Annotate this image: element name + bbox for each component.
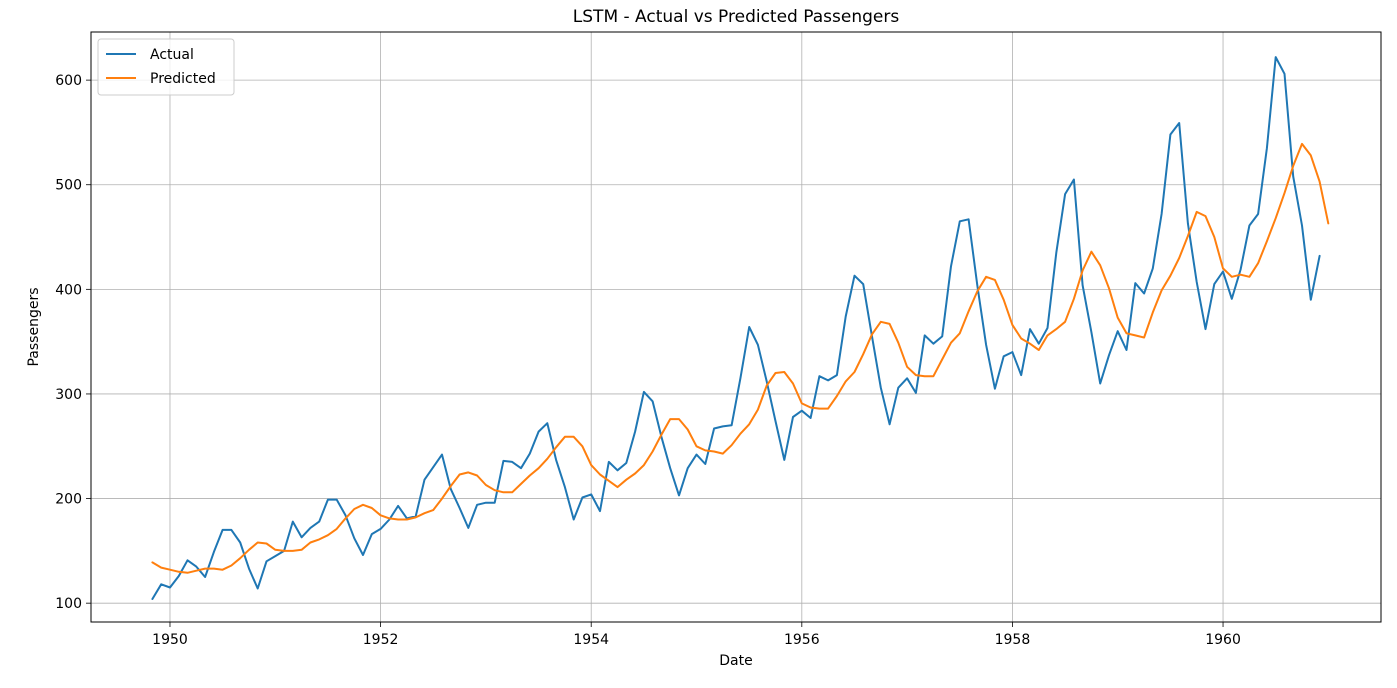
- series-line-predicted: [151, 142, 1330, 574]
- y-axis-label: Passengers: [26, 287, 42, 366]
- series-line-actual: [151, 56, 1321, 600]
- x-tick-label: 1958: [995, 632, 1031, 648]
- y-tick-label: 500: [55, 178, 82, 194]
- legend-label-actual: Actual: [150, 47, 194, 63]
- y-tick-label: 400: [55, 282, 82, 298]
- axis-ticks: 1950 1952 1954 1956 1958 1960 100 200 300 400 500 6…: [55, 73, 1241, 648]
- series-lines: [151, 56, 1330, 600]
- chart-title: LSTM - Actual vs Predicted Passengers: [573, 7, 900, 27]
- x-tick-label: 1954: [573, 632, 609, 648]
- x-tick-label: 1952: [363, 632, 399, 648]
- y-tick-label: 200: [55, 492, 82, 508]
- x-tick-label: 1960: [1205, 632, 1241, 648]
- y-tick-label: 600: [55, 73, 82, 89]
- plot-frame: [90, 31, 1382, 623]
- y-tick-label: 300: [55, 387, 82, 403]
- x-tick-label: 1950: [152, 632, 188, 648]
- legend-label-predicted: Predicted: [150, 71, 216, 87]
- legend: Actual Predicted: [97, 38, 235, 96]
- x-tick-label: 1956: [784, 632, 820, 648]
- grid: [91, 32, 1381, 622]
- y-tick-label: 100: [55, 596, 82, 612]
- x-axis-label: Date: [719, 653, 752, 669]
